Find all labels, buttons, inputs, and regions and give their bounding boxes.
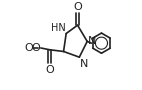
Text: O: O	[25, 43, 33, 53]
Text: HN: HN	[51, 23, 65, 33]
Text: O: O	[32, 43, 41, 53]
Text: N: N	[80, 59, 88, 69]
Text: O: O	[73, 2, 82, 12]
Text: N: N	[88, 36, 96, 46]
Text: O: O	[45, 65, 54, 75]
